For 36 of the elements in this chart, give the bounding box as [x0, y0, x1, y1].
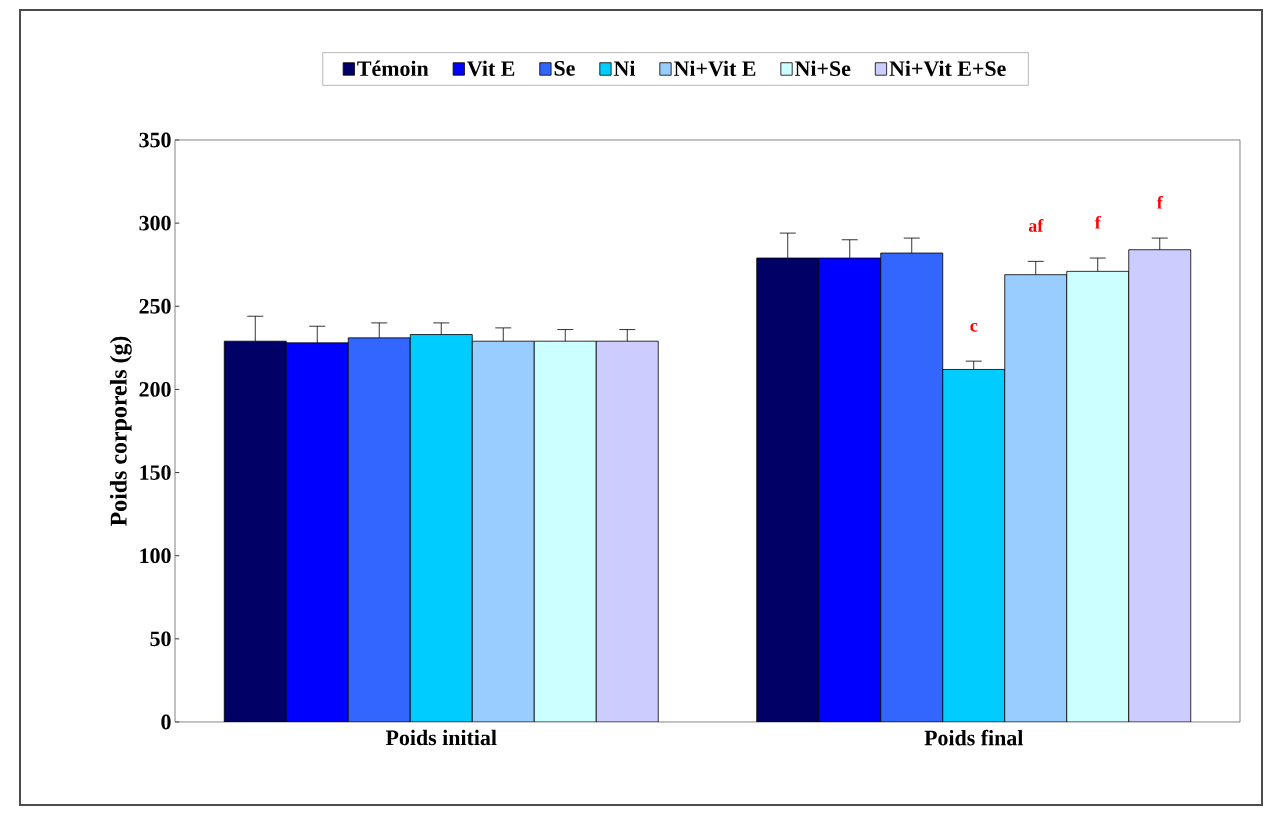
bar [223, 340, 287, 722]
legend-label: Ni+Vit E [673, 60, 756, 77]
legend-label: Ni [613, 60, 636, 76]
bar [1004, 274, 1068, 722]
bar [409, 334, 473, 722]
bar [533, 340, 597, 722]
legend-label: Ni+Se [795, 60, 851, 77]
y-tick-label: 0 [161, 714, 171, 730]
x-tick-label: Poids final [924, 729, 1024, 746]
x-tick-label: Poids initial [385, 729, 497, 746]
legend-label: Vit E [467, 60, 515, 77]
y-tick-label: 250 [139, 298, 171, 314]
bar [285, 342, 349, 722]
bar [1066, 270, 1130, 722]
y-axis-title: Poids corporels (g) [109, 336, 132, 526]
y-tick-label: 350 [139, 132, 171, 148]
bar [471, 340, 535, 722]
bar [756, 257, 820, 722]
data-label: af [1028, 219, 1044, 232]
bar [347, 337, 411, 722]
data-label: f [1094, 215, 1101, 229]
bar [942, 369, 1006, 722]
data-label: f [1156, 195, 1163, 209]
legend-label: Témoin [357, 60, 429, 77]
legend-label: Se [554, 60, 575, 76]
y-tick-label: 150 [140, 465, 171, 480]
bar [1128, 249, 1192, 722]
data-label: c [970, 323, 978, 332]
y-tick-label: 100 [140, 548, 171, 564]
y-tick-label: 200 [139, 382, 171, 397]
y-tick-label: 300 [139, 215, 171, 231]
bar [595, 340, 659, 722]
bar [818, 257, 882, 722]
legend-label: Ni+Vit E+Se [889, 60, 1006, 77]
y-tick-label: 50 [150, 631, 171, 647]
bar [880, 252, 944, 722]
